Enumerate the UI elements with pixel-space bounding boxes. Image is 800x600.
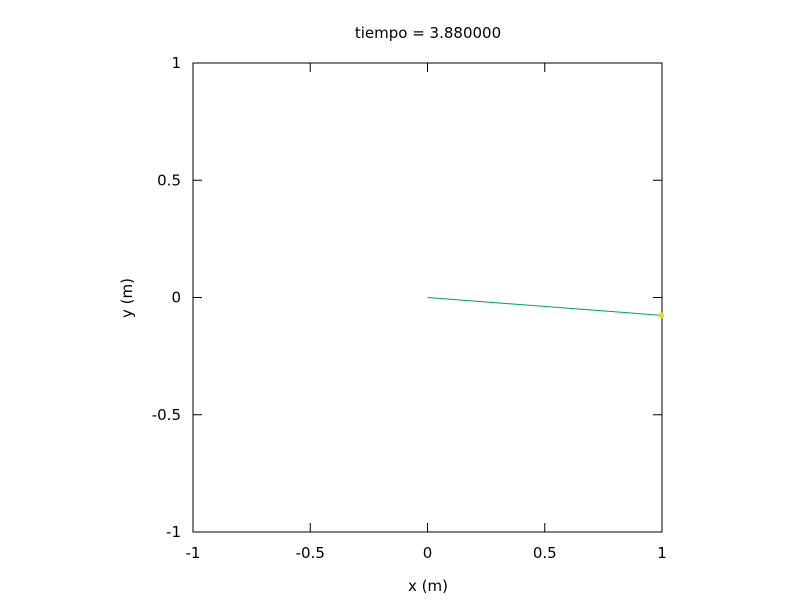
x-tick-label: -1 — [186, 544, 201, 562]
y-tick-label: 0.5 — [157, 171, 181, 189]
chart-title: tiempo = 3.880000 — [355, 24, 501, 42]
x-tick-label: 0 — [423, 544, 433, 562]
x-tick-label: 1 — [657, 544, 667, 562]
series-group — [427, 297, 665, 319]
y-tick-label: -1 — [166, 523, 181, 541]
x-tick-label: 0.5 — [533, 544, 557, 562]
y-tick-label: 1 — [171, 54, 181, 72]
pendulum-rod-line — [427, 297, 662, 316]
x-tick-label: -0.5 — [296, 544, 325, 562]
pendulum-bob-point — [658, 312, 665, 319]
y-axis-label: y (m) — [118, 278, 136, 318]
axis-ticks: -1 -0.5 0 0.5 1 -1 -0.5 0 0.5 1 — [152, 54, 667, 562]
y-tick-label: -0.5 — [152, 406, 181, 424]
y-tick-label: 0 — [171, 289, 181, 307]
x-axis-label: x (m) — [408, 577, 448, 595]
